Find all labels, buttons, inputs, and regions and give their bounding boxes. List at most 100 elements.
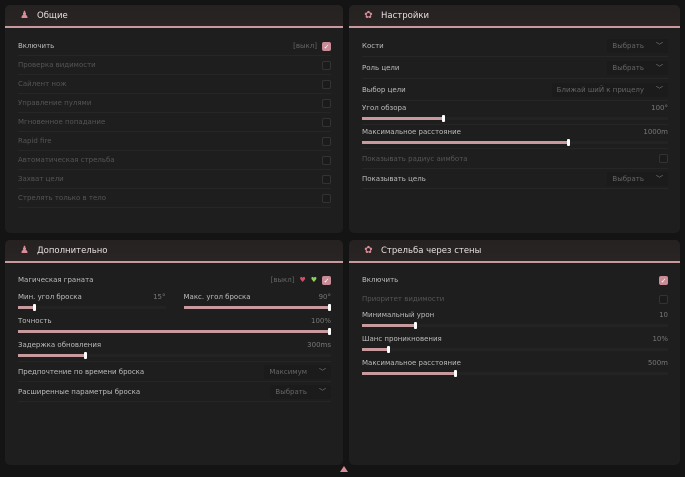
target-select[interactable]: Выбор цели Ближай шиЙ к прицелу ﹀ xyxy=(362,79,668,101)
label: Выбор цели xyxy=(362,85,406,94)
checkbox[interactable] xyxy=(659,294,668,304)
character-icon: ♟ xyxy=(20,10,29,21)
general-toggle-row[interactable]: Захват цели xyxy=(18,170,331,189)
checkbox[interactable]: ✓ xyxy=(659,275,668,285)
slider-handle[interactable] xyxy=(328,304,331,311)
checkbox[interactable]: ✓ xyxy=(322,41,331,51)
general-toggle-row[interactable]: Стрелять только в тело xyxy=(18,189,331,208)
label: Расширенные параметры броска xyxy=(18,387,141,396)
value: 10 xyxy=(659,311,668,319)
select-value: Выбрать xyxy=(612,41,644,50)
checkbox[interactable] xyxy=(322,193,331,203)
wallbang-enable-toggle[interactable]: Включить ✓ xyxy=(362,270,668,290)
throw-time-select[interactable]: Предпочтение по времени броска Максимум ﹀ xyxy=(18,362,331,382)
throw-advanced-select[interactable]: Расширенные параметры броска Выбрать ﹀ xyxy=(18,382,331,402)
settings-panel: ✿ Настройки Кости Выбрать ﹀ Роль цели Выбрат… xyxy=(349,5,680,233)
chevron-down-icon: ﹀ xyxy=(656,41,663,50)
checkbox[interactable] xyxy=(322,174,331,184)
slider-handle[interactable] xyxy=(441,115,445,122)
value: 100° xyxy=(651,104,668,112)
penetration-chance-slider[interactable]: Шанс проникновения 10% xyxy=(362,332,668,356)
general-header: ♟ Общие xyxy=(5,5,343,28)
fov-slider[interactable]: Угол обзора 100° xyxy=(362,101,668,125)
character-icon: ♟ xyxy=(20,245,29,256)
magic-grenade-toggle[interactable]: Магическая граната [выкл] ♥ ♥ ✓ xyxy=(18,270,331,290)
label: Проверка видимости xyxy=(18,61,96,69)
slider-handle[interactable] xyxy=(567,139,571,146)
label: Роль цели xyxy=(362,63,400,72)
extra-header: ♟ Дополнительно xyxy=(5,240,343,263)
wallbang-max-distance-slider[interactable]: Максимальное расстояние 500m xyxy=(362,356,668,380)
general-toggle-row[interactable]: Управление пулями xyxy=(18,94,331,113)
value: 15° xyxy=(153,293,166,301)
value: 90° xyxy=(318,293,331,301)
show-radius-toggle[interactable]: Показывать радиус аимбота xyxy=(362,149,668,169)
color-picker-icon[interactable]: ♥ xyxy=(310,276,317,284)
slider-handle[interactable] xyxy=(32,304,36,311)
label: Автоматическая стрельба xyxy=(18,156,115,164)
target-role-select[interactable]: Роль цели Выбрать ﹀ xyxy=(362,57,668,79)
checkbox[interactable]: ✓ xyxy=(322,275,331,285)
general-toggle-row[interactable]: Rapid fire xyxy=(18,132,331,151)
value: 500m xyxy=(647,359,668,367)
chevron-down-icon: ﹀ xyxy=(319,367,326,376)
bones-select[interactable]: Кости Выбрать ﹀ xyxy=(362,35,668,57)
label: Макс. угол броска xyxy=(183,293,251,301)
label: Максимальное расстояние xyxy=(362,359,461,367)
min-angle-slider[interactable]: Мин. угол броска 15° xyxy=(18,290,166,314)
label: Захват цели xyxy=(18,175,64,183)
accuracy-slider[interactable]: Точность 100% xyxy=(18,314,331,338)
label: Угол обзора xyxy=(362,104,407,112)
gear-icon: ✿ xyxy=(364,245,373,256)
checkbox[interactable] xyxy=(659,154,668,163)
expand-arrow-icon[interactable] xyxy=(340,466,348,472)
keybind[interactable]: [выкл] xyxy=(270,276,295,284)
label: Мин. угол броска xyxy=(18,293,82,301)
general-toggle-row[interactable]: Включить [выкл] ✓ xyxy=(18,37,331,56)
max-angle-slider[interactable]: Макс. угол броска 90° xyxy=(183,290,331,314)
general-toggle-row[interactable]: Проверка видимости xyxy=(18,56,331,75)
panel-title: Дополнительно xyxy=(37,245,108,256)
label: Мгновенное попадание xyxy=(18,118,106,126)
gear-icon: ✿ xyxy=(364,10,373,21)
checkbox[interactable] xyxy=(322,60,331,70)
value: 300ms xyxy=(307,341,331,349)
label: Точность xyxy=(18,317,52,325)
chevron-down-icon: ﹀ xyxy=(656,85,663,94)
label: Задержка обновления xyxy=(18,341,102,349)
checkbox[interactable] xyxy=(322,79,331,89)
label: Rapid fire xyxy=(18,137,52,145)
select-value: Максимум xyxy=(269,367,307,376)
checkbox[interactable] xyxy=(322,136,331,146)
visibility-priority-toggle[interactable]: Приоритет видимости xyxy=(362,290,668,308)
extra-panel: ♟ Дополнительно Магическая граната [выкл] ♥… xyxy=(5,240,343,465)
general-toggle-row[interactable]: Автоматическая стрельба xyxy=(18,151,331,170)
max-distance-slider[interactable]: Максимальное расстояние 1000m xyxy=(362,125,668,149)
value: 10% xyxy=(652,335,668,343)
label: Показывать цель xyxy=(362,174,426,183)
panel-title: Общие xyxy=(37,10,68,21)
slider-handle[interactable] xyxy=(83,352,87,359)
checkbox[interactable] xyxy=(322,117,331,127)
wallbang-panel: ✿ Стрельба через стены Включить ✓ Приорите… xyxy=(349,240,680,465)
keybind[interactable]: [выкл] xyxy=(293,42,317,50)
color-picker-icon[interactable]: ♥ xyxy=(299,276,306,284)
min-damage-slider[interactable]: Минимальный урон 10 xyxy=(362,308,668,332)
slider-handle[interactable] xyxy=(414,322,418,329)
general-panel: ♟ Общие Включить [выкл] ✓ Проверка видимости… xyxy=(5,5,343,233)
show-target-select[interactable]: Показывать цель Выбрать ﹀ xyxy=(362,169,668,189)
checkbox[interactable] xyxy=(322,98,331,108)
select-value: Ближай шиЙ к прицелу xyxy=(556,85,644,94)
update-delay-slider[interactable]: Задержка обновления 300ms xyxy=(18,338,331,362)
slider-handle[interactable] xyxy=(386,346,390,353)
label: Магическая граната xyxy=(18,276,94,284)
slider-handle[interactable] xyxy=(453,370,457,377)
chevron-down-icon: ﹀ xyxy=(656,63,663,72)
checkbox[interactable] xyxy=(322,155,331,165)
label: Управление пулями xyxy=(18,99,92,107)
slider-handle[interactable] xyxy=(328,328,331,335)
label: Минимальный урон xyxy=(362,311,435,319)
panel-title: Настройки xyxy=(381,10,430,21)
general-toggle-row[interactable]: Сайлент нож xyxy=(18,75,331,94)
general-toggle-row[interactable]: Мгновенное попадание xyxy=(18,113,331,132)
